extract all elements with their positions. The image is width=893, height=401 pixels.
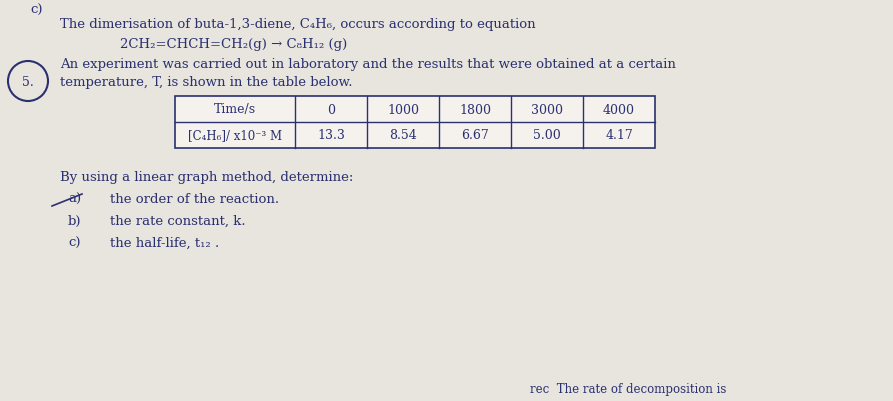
Text: 5.: 5. bbox=[22, 75, 34, 88]
Text: 4000: 4000 bbox=[603, 103, 635, 116]
Text: b): b) bbox=[68, 215, 81, 227]
Text: [C₄H₆]/ x10⁻³ M: [C₄H₆]/ x10⁻³ M bbox=[188, 129, 282, 142]
Text: By using a linear graph method, determine:: By using a linear graph method, determin… bbox=[60, 170, 354, 184]
Text: Time/s: Time/s bbox=[214, 103, 256, 116]
Text: 0: 0 bbox=[327, 103, 335, 116]
Text: the rate constant, k.: the rate constant, k. bbox=[110, 215, 246, 227]
Text: An experiment was carried out in laboratory and the results that were obtained a: An experiment was carried out in laborat… bbox=[60, 58, 676, 71]
Text: rec  The rate of decomposition is: rec The rate of decomposition is bbox=[530, 382, 726, 395]
Text: the order of the reaction.: the order of the reaction. bbox=[110, 192, 280, 205]
Text: the half-life, t₁₂ .: the half-life, t₁₂ . bbox=[110, 237, 220, 249]
Text: 13.3: 13.3 bbox=[317, 129, 345, 142]
Text: 4.17: 4.17 bbox=[605, 129, 633, 142]
Text: 8.54: 8.54 bbox=[389, 129, 417, 142]
Bar bbox=[175, 97, 655, 149]
Text: c): c) bbox=[30, 4, 43, 17]
Text: temperature, T, is shown in the table below.: temperature, T, is shown in the table be… bbox=[60, 76, 353, 89]
Text: 6.67: 6.67 bbox=[461, 129, 488, 142]
Text: c): c) bbox=[68, 237, 80, 249]
Text: The dimerisation of buta-1,3-diene, C₄H₆, occurs according to equation: The dimerisation of buta-1,3-diene, C₄H₆… bbox=[60, 18, 536, 31]
Text: 1800: 1800 bbox=[459, 103, 491, 116]
Text: 5.00: 5.00 bbox=[533, 129, 561, 142]
Bar bbox=[175, 97, 655, 149]
Text: 1000: 1000 bbox=[387, 103, 419, 116]
Text: a): a) bbox=[68, 192, 81, 205]
Text: 2CH₂=CHCH=CH₂(g) → C₈H₁₂ (g): 2CH₂=CHCH=CH₂(g) → C₈H₁₂ (g) bbox=[120, 38, 347, 51]
Text: 3000: 3000 bbox=[531, 103, 563, 116]
